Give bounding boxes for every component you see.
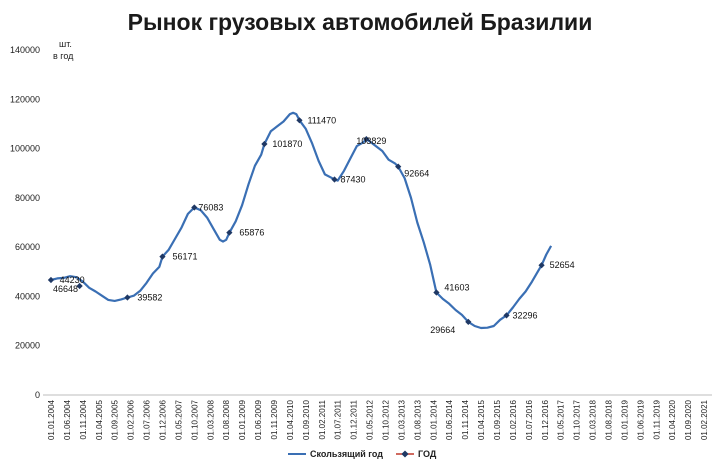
- x-tick-label: 01.10.2017: [573, 399, 582, 440]
- y-tick-label: 60000: [15, 242, 40, 252]
- legend-label-year: ГОД: [418, 449, 437, 459]
- unit-label-line1: шт.: [59, 39, 72, 49]
- year-marker: [191, 204, 198, 211]
- x-tick-label: 01.01.2014: [429, 399, 438, 440]
- x-tick-label: 01.11.2014: [461, 399, 470, 439]
- x-tick-label: 01.03.2008: [206, 399, 215, 440]
- x-tick-label: 01.07.2011: [334, 399, 343, 439]
- x-axis-ticks: 01.01.2004 01.06.2004 01.11.2004 01.04.2005…: [47, 399, 709, 440]
- x-tick-label: 01.01.2009: [238, 399, 247, 440]
- x-tick-label: 01.06.2019: [636, 399, 645, 440]
- x-tick-label: 01.04.2005: [95, 399, 104, 440]
- year-marker: [465, 318, 472, 326]
- x-tick-label: 01.09.2020: [684, 399, 693, 440]
- y-tick-label: 120000: [10, 94, 40, 104]
- data-label: 65876: [239, 228, 264, 238]
- data-label: 39582: [137, 292, 162, 302]
- chart-title: Рынок грузовых автомобилей Бразилии: [128, 9, 593, 35]
- y-tick-label: 80000: [15, 193, 40, 203]
- data-label: 111470: [307, 115, 336, 125]
- x-tick-label: 01.11.2004: [79, 399, 88, 439]
- y-tick-label: 140000: [10, 45, 40, 55]
- x-tick-label: 01.01.2004: [47, 399, 56, 440]
- data-label: 52654: [550, 260, 575, 270]
- data-label: 103829: [356, 136, 386, 146]
- x-tick-label: 01.10.2012: [381, 399, 390, 440]
- x-tick-label: 01.07.2006: [143, 399, 152, 440]
- year-marker: [47, 276, 55, 284]
- data-label: 92664: [404, 169, 429, 179]
- x-tick-label: 01.04.2020: [668, 399, 677, 440]
- year-marker: [124, 294, 131, 301]
- x-tick-label: 01.01.2019: [620, 399, 629, 440]
- x-tick-label: 01.09.2010: [302, 399, 311, 440]
- data-label: 76083: [198, 203, 223, 213]
- y-tick-label: 0: [35, 390, 40, 400]
- x-tick-label: 01.05.2012: [366, 399, 375, 440]
- year-marker: [433, 289, 440, 296]
- x-tick-label: 01.11.2009: [270, 399, 279, 439]
- x-tick-label: 01.06.2009: [254, 399, 263, 440]
- legend-marker-year: [401, 450, 409, 458]
- data-label: 32296: [513, 310, 538, 320]
- x-tick-label: 01.09.2015: [493, 399, 502, 440]
- data-label: 87430: [340, 175, 365, 185]
- data-label: 101870: [272, 139, 302, 149]
- x-tick-label: 01.05.2007: [174, 399, 183, 440]
- x-tick-label: 01.02.2006: [127, 399, 136, 440]
- y-tick-label: 100000: [10, 144, 40, 154]
- x-tick-label: 01.04.2010: [286, 399, 295, 440]
- x-tick-label: 01.12.2011: [350, 399, 359, 439]
- year-marker: [503, 312, 510, 319]
- x-tick-label: 01.04.2015: [477, 399, 486, 440]
- x-tick-label: 01.08.2008: [222, 399, 231, 440]
- data-label: 41603: [444, 282, 469, 292]
- y-tick-label: 20000: [15, 341, 40, 351]
- data-label: 44230: [60, 275, 85, 285]
- x-tick-label: 01.02.2011: [318, 399, 327, 439]
- x-tick-label: 01.02.2021: [700, 399, 709, 440]
- unit-label-line2: в год: [53, 51, 74, 61]
- x-tick-label: 01.08.2013: [413, 399, 422, 440]
- x-tick-label: 01.03.2018: [589, 399, 598, 440]
- y-tick-label: 40000: [15, 291, 40, 301]
- data-label: 56171: [172, 252, 197, 262]
- x-tick-label: 01.05.2017: [557, 399, 566, 440]
- legend-label-moving-year: Скользящий год: [310, 449, 383, 459]
- x-tick-label: 01.11.2019: [652, 399, 661, 439]
- x-tick-label: 01.07.2016: [525, 399, 534, 440]
- x-tick-label: 01.09.2005: [111, 399, 120, 440]
- x-tick-label: 01.03.2013: [397, 399, 406, 440]
- x-tick-label: 01.12.2006: [158, 399, 167, 440]
- x-tick-label: 01.06.2014: [445, 399, 454, 440]
- legend: Скользящий год ГОД: [288, 449, 437, 459]
- data-label: 46648: [53, 284, 78, 294]
- y-axis-ticks: 0 20000 40000 60000 80000 100000 120000 140000: [10, 45, 40, 400]
- data-label: 29664: [430, 325, 455, 335]
- x-tick-label: 01.12.2016: [541, 399, 550, 440]
- x-tick-label: 01.10.2007: [190, 399, 199, 440]
- x-tick-label: 01.08.2018: [604, 399, 613, 440]
- x-tick-label: 01.02.2016: [509, 399, 518, 440]
- x-tick-label: 01.06.2004: [63, 399, 72, 440]
